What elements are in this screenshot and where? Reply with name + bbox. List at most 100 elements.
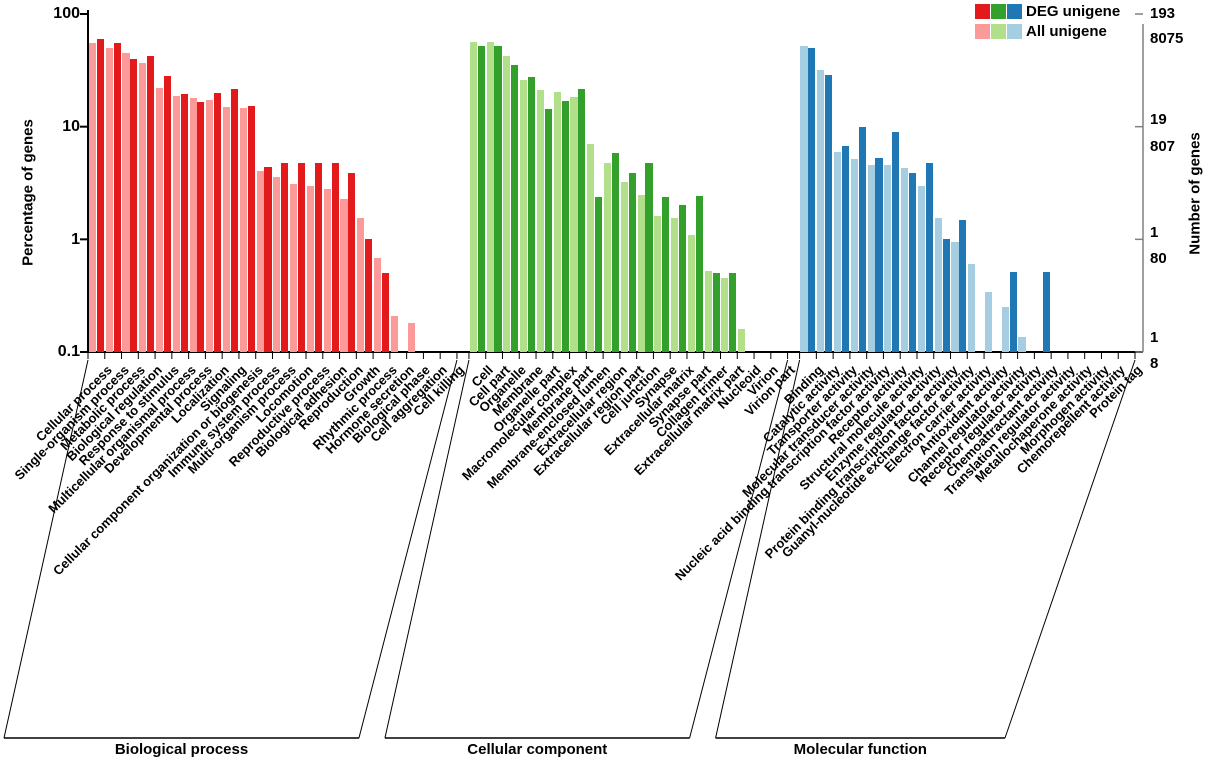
group-label-molecular-function: Molecular function [793,741,927,758]
bar-all-unigene [553,91,561,352]
bar-all-unigene [721,278,729,352]
bar-all-unigene [306,185,315,352]
bar-all-unigene [968,263,976,352]
bar-deg-unigene [214,93,222,352]
bar-all-unigene [520,79,528,352]
right-tick-all-1: 80 [1150,250,1167,267]
bar-deg-unigene [908,172,917,352]
bar-deg-unigene [298,162,306,352]
bar-deg-unigene [808,47,816,352]
bar-deg-unigene [113,43,121,352]
right-tick-deg-100: 193 [1150,5,1176,22]
bar-all-unigene [620,182,628,352]
bar-all-unigene [1018,337,1026,352]
bar-deg-unigene [1043,272,1051,352]
bar-deg-unigene [511,65,519,352]
bar-all-unigene [189,98,197,352]
bar-deg-unigene [314,162,322,352]
bar-deg-unigene [381,273,389,352]
bar-all-unigene [984,292,993,352]
bar-all-unigene [951,242,959,352]
bar-all-unigene [223,106,231,352]
bar-all-unigene [290,184,298,352]
y-tick-1: 1 [71,231,80,248]
bar-deg-unigene [197,101,205,352]
bar-deg-unigene [729,273,737,352]
group-label-biological-process: Biological process [114,741,249,758]
bar-deg-unigene [662,196,670,352]
bar-deg-unigene [578,89,586,352]
bar-deg-unigene [645,162,653,352]
bar-all-unigene [206,100,214,352]
bar-deg-unigene [264,166,272,352]
bar-all-unigene [340,198,348,352]
bar-deg-unigene [611,153,619,352]
right-axis-title: Number of genes [1186,132,1204,255]
bar-all-unigene [172,95,180,352]
bar-all-unigene [139,62,147,352]
bar-all-unigene [390,315,398,352]
bar-deg-unigene [695,195,703,352]
bar-all-unigene [469,42,477,352]
bar-all-unigene [704,271,712,352]
bar-all-unigene [273,176,281,352]
bar-all-unigene [654,216,662,352]
bar-all-unigene [256,170,264,352]
bar-all-unigene [687,234,695,352]
bar-all-unigene [536,90,545,352]
bar-all-unigene [901,168,909,352]
bar-deg-unigene [180,93,188,352]
bar-all-unigene [407,323,415,352]
bar-all-unigene [637,194,645,352]
bar-all-unigene [88,43,96,352]
bar-all-unigene [800,46,808,352]
bar-all-unigene [817,69,825,352]
bar-deg-unigene [348,172,356,352]
right-tick-deg-1: 1 [1150,224,1159,241]
y-axis-title: Percentage of genes [19,119,37,266]
bar-deg-unigene [130,58,138,352]
right-tick-all-100: 8075 [1150,30,1184,47]
bar-all-unigene [486,42,494,352]
bar-deg-unigene [230,89,239,352]
bar-all-unigene [570,97,578,352]
y-tick-10: 10 [62,118,80,135]
bar-all-unigene [1001,307,1009,352]
bar-deg-unigene [477,46,485,352]
right-tick-deg-0p1: 1 [1150,329,1159,346]
bar-deg-unigene [544,108,552,352]
legend-label-deg: DEG unigene [1026,2,1121,20]
bar-all-unigene [604,162,612,352]
bar-deg-unigene [331,162,339,352]
bar-all-unigene [323,189,331,352]
all-blue-swatch [1007,23,1022,39]
bar-deg-unigene [561,100,569,352]
bar-deg-unigene [163,76,171,352]
right-tick-deg-10: 19 [1150,111,1167,128]
deg-blue-swatch [1007,3,1022,19]
bar-all-unigene [373,258,382,352]
bar-deg-unigene [892,132,900,352]
bar-all-unigene [357,217,365,352]
bar-all-unigene [503,56,511,352]
all-green-swatch [991,23,1006,39]
bar-deg-unigene [628,172,636,352]
bar-deg-unigene [247,105,255,352]
bar-all-unigene [587,144,595,352]
y-tick-0p1: 0.1 [57,343,80,360]
legend-row-deg: DEG unigene [975,3,1120,19]
bar-deg-unigene [942,239,950,352]
bar-deg-unigene [841,146,850,352]
bar-deg-unigene [281,162,289,352]
bar-all-unigene [105,47,113,352]
bar-all-unigene [671,217,679,352]
bar-all-unigene [867,164,875,352]
bar-deg-unigene [528,77,536,352]
bar-deg-unigene [678,205,687,352]
bar-deg-unigene [365,239,373,352]
bar-all-unigene [834,151,842,352]
bar-deg-unigene [96,39,104,352]
bar-deg-unigene [925,162,933,352]
